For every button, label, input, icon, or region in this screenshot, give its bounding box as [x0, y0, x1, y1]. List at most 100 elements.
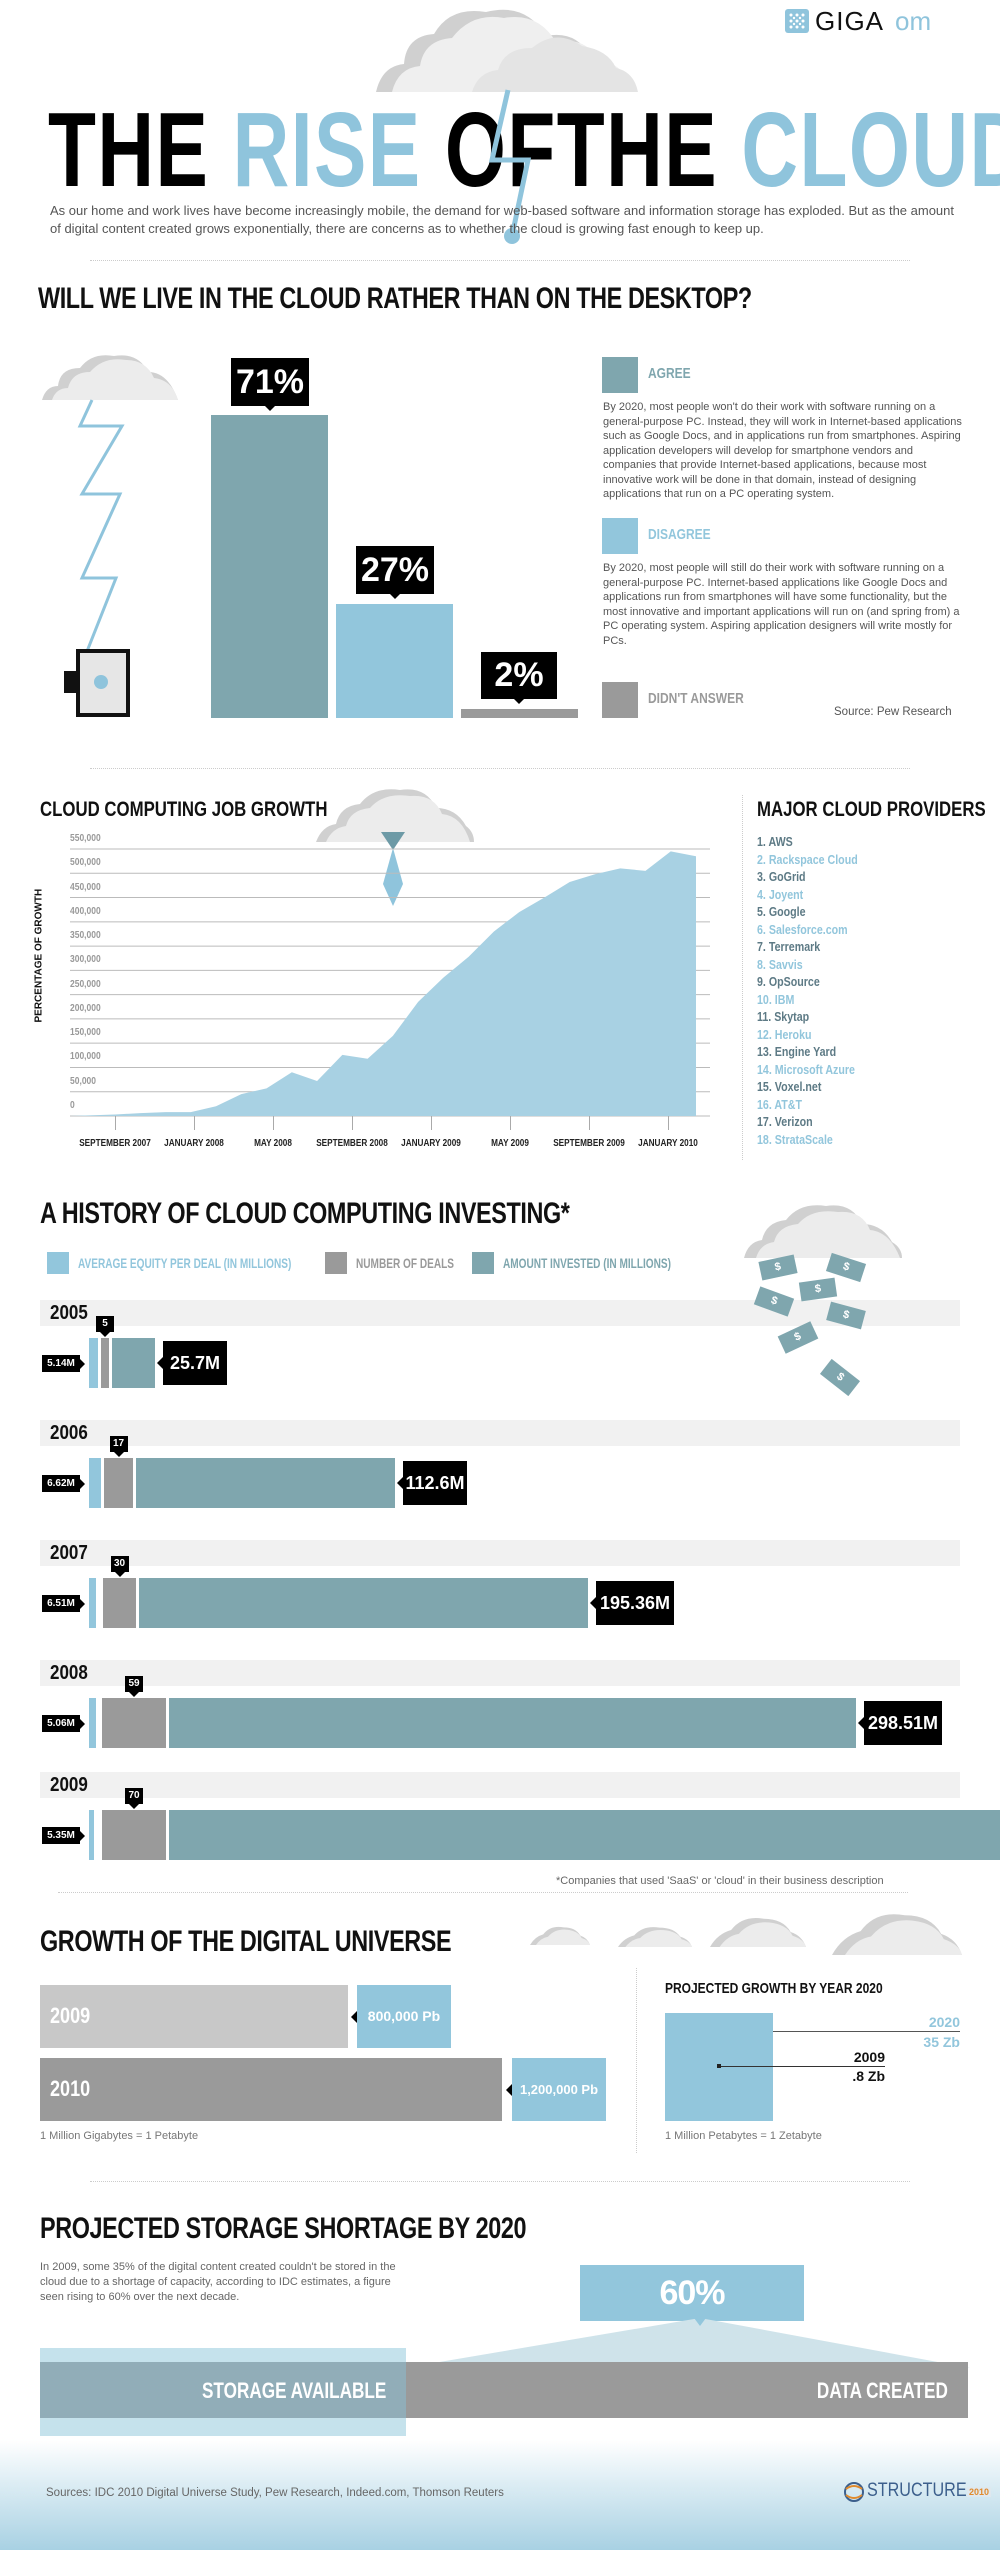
year-band: 2006	[40, 1420, 960, 1446]
dollar-bill-icon: $	[777, 1321, 819, 1354]
shortage-badge: 60% SHORTAGE	[580, 2265, 804, 2368]
bar-no-answer-value: 2%	[481, 652, 557, 704]
x-tick-mark	[273, 1116, 274, 1130]
equity-value-tag: 5.14M	[42, 1355, 85, 1372]
storage-available-cap	[40, 2348, 406, 2364]
survey-heading: WILL WE LIVE IN THE CLOUD RATHER THAN ON…	[38, 282, 752, 315]
provider-item: 13. Engine Yard	[757, 1044, 837, 1059]
legend-no-answer-label: DIDN'T ANSWER	[648, 690, 744, 707]
jobs-area-plot	[70, 848, 710, 1117]
small-cloud-icon	[530, 1926, 590, 1945]
equity-bar	[89, 1578, 96, 1628]
equity-value-tag: 6.51M	[42, 1595, 85, 1612]
equity-bar	[89, 1338, 98, 1388]
legend-deals-swatch	[325, 1252, 347, 1274]
provider-item: 16. AT&T	[757, 1096, 803, 1112]
equity-bar	[89, 1458, 101, 1508]
equity-bar	[89, 1810, 94, 1860]
dollar-bill-icon: $	[798, 1277, 838, 1302]
shortage-text: In 2009, some 35% of the digital content…	[40, 2261, 396, 2303]
y-tick-label: 400,000	[70, 905, 101, 917]
legend-amount-label: AMOUNT INVESTED (IN MILLIONS)	[503, 1255, 671, 1271]
provider-item: 18. StrataScale	[757, 1131, 833, 1147]
legend-no-answer-swatch	[602, 682, 638, 718]
provider-item: 9. OpSource	[757, 974, 820, 989]
lightning-bolt-icon	[488, 89, 532, 244]
provider-item: 15. Voxel.net	[757, 1079, 822, 1094]
provider-item: 5. Google	[757, 904, 806, 919]
amount-bar	[139, 1578, 588, 1628]
amount-bar	[112, 1338, 155, 1388]
providers-divider	[742, 795, 743, 1160]
footer	[0, 2440, 1000, 2550]
universe-bar-2009-value: 800,000 Pb	[351, 1985, 451, 2048]
equity-bar	[89, 1698, 96, 1748]
footer-sources: Sources: IDC 2010 Digital Universe Study…	[46, 2487, 504, 2499]
equity-value-tag: 6.62M	[42, 1475, 85, 1492]
legend-disagree-text: By 2020, most people will still do their…	[603, 562, 960, 647]
bar-agree	[211, 415, 328, 718]
logo-text-dark: GIGA	[815, 6, 885, 36]
legend-equity-swatch	[47, 1252, 69, 1274]
x-tick-label: JANUARY 2008	[164, 1138, 224, 1149]
structure-logo[interactable]: STRUCTURE 2010	[843, 2478, 993, 2508]
universe-bar-2010-year: 2010	[50, 2076, 91, 2101]
deals-bar	[103, 1578, 136, 1628]
divider	[90, 768, 910, 769]
year-band: 2009	[40, 1772, 960, 1798]
title-the-2: THE	[556, 91, 719, 209]
bar-no-answer	[461, 709, 578, 718]
title-cloud: CLOUD	[741, 91, 1000, 209]
x-tick-label: JANUARY 2009	[401, 1138, 461, 1149]
provider-item: 3. GoGrid	[757, 869, 806, 884]
year-label: 2006	[50, 1422, 88, 1444]
projected-2009-year: 2009	[853, 2049, 885, 2065]
data-created-label: DATA CREATED	[817, 2378, 948, 2403]
legend-agree-label: AGREE	[648, 365, 691, 382]
x-tick-mark	[668, 1116, 669, 1130]
divider	[90, 260, 910, 261]
x-tick-mark	[194, 1116, 195, 1130]
gigaom-logo[interactable]: GIGA om	[785, 6, 985, 36]
jobs-chart: 550,000 500,000 450,000 400,000 350,000 300,0…	[40, 830, 740, 1160]
title-the: THE	[48, 91, 210, 209]
small-cloud-icon	[40, 352, 180, 400]
structure-logo-year: 2010	[967, 2487, 992, 2497]
x-tick-mark	[510, 1116, 511, 1130]
deals-value-tag: 5	[96, 1316, 114, 1337]
x-tick-mark	[589, 1116, 590, 1130]
provider-item: 8. Savvis	[757, 956, 803, 972]
storage-available-label: STORAGE AVAILABLE	[201, 2378, 386, 2403]
year-label: 2009	[50, 1774, 88, 1796]
survey-source: Source: Pew Research	[834, 706, 952, 718]
page-title: THE RISE OFTHE CLOUD	[48, 97, 1000, 203]
universe-bar-2010-value: 1,200,000 Pb	[506, 2058, 606, 2121]
amount-value-tag: 195.36M	[590, 1581, 674, 1625]
x-tick-label: MAY 2009	[491, 1138, 529, 1149]
deals-bar	[102, 1810, 166, 1860]
storage-available-base	[40, 2418, 406, 2436]
projected-heading: PROJECTED GROWTH BY YEAR 2020	[665, 1980, 883, 1997]
money-cloud-icon	[744, 1200, 904, 1258]
x-tick-label: SEPTEMBER 2007	[79, 1138, 151, 1149]
provider-item: 1. AWS	[757, 834, 793, 849]
provider-item: 2. Rackspace Cloud	[757, 851, 858, 867]
dollar-bill-icon: $	[758, 1254, 798, 1281]
broken-computer-icon	[64, 649, 134, 717]
amount-value-tag: 298.51M	[858, 1701, 942, 1745]
provider-item: 17. Verizon	[757, 1114, 813, 1129]
provider-item: 12. Heroku	[757, 1026, 812, 1042]
year-label: 2008	[50, 1662, 88, 1684]
year-band: 2007	[40, 1540, 960, 1566]
deals-bar	[102, 1698, 166, 1748]
projected-2009-dot	[717, 2064, 721, 2068]
title-rise: RISE	[232, 91, 422, 209]
y-tick-label: 350,000	[70, 930, 101, 942]
necktie-icon	[381, 832, 405, 906]
zigzag-lightning-icon	[77, 399, 125, 668]
universe-heading: GROWTH OF THE DIGITAL UNIVERSE	[40, 1925, 452, 1958]
deals-value-tag: 30	[110, 1556, 129, 1577]
y-tick-label: 500,000	[70, 857, 101, 869]
y-tick-label: 250,000	[70, 978, 101, 990]
projected-2020-line	[773, 2031, 960, 2032]
